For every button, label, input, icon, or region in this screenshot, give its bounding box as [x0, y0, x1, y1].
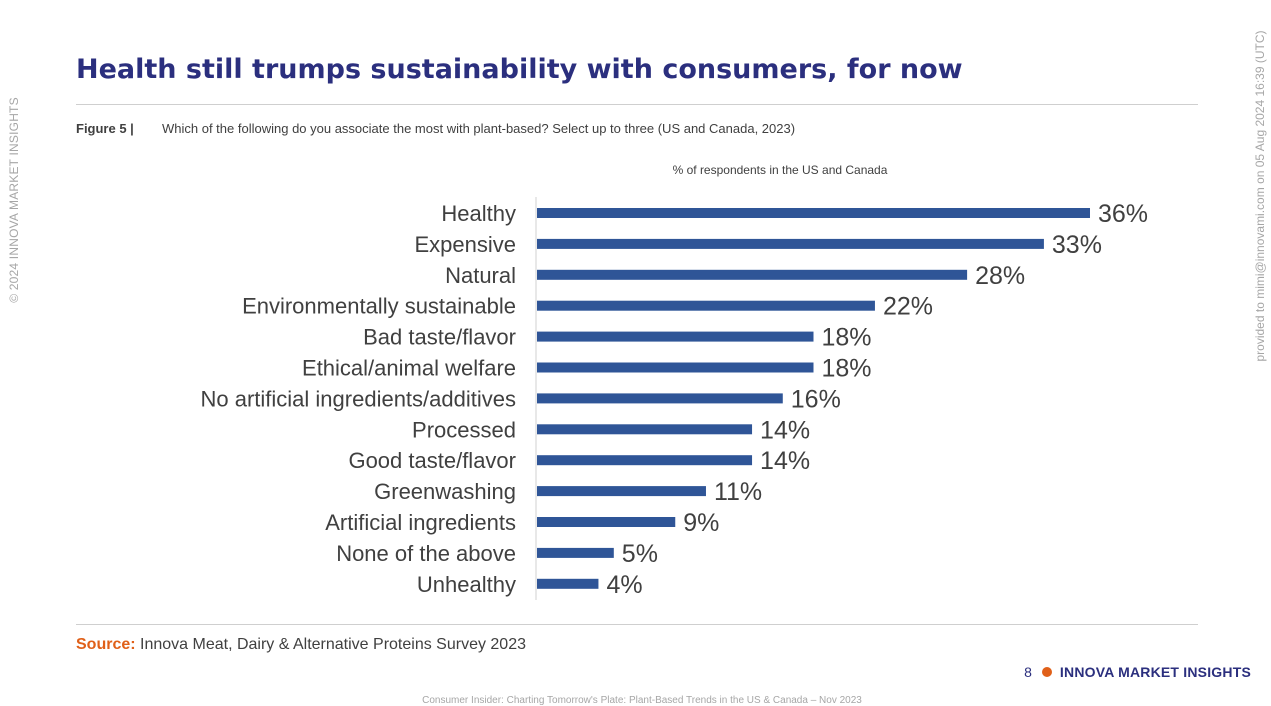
- bar: [537, 486, 706, 497]
- category-label: None of the above: [336, 541, 516, 566]
- brand-dot-icon: [1041, 667, 1052, 677]
- data-label: 18%: [822, 355, 872, 383]
- bar: [537, 300, 875, 311]
- bar: [537, 269, 968, 280]
- bar: [537, 547, 614, 558]
- report-title: Consumer Insider: Charting Tomorrow's Pl…: [422, 695, 862, 706]
- bar: [537, 393, 783, 404]
- data-label: 14%: [760, 447, 810, 475]
- category-label: Bad taste/flavor: [363, 325, 516, 350]
- source-label: Source:: [76, 636, 136, 653]
- data-label: 14%: [760, 416, 810, 444]
- category-label: Ethical/animal welfare: [302, 356, 516, 381]
- brand-name: INNOVA MARKET INSIGHTS: [1059, 664, 1251, 680]
- category-label: Unhealthy: [417, 572, 516, 597]
- source-divider: [76, 624, 1198, 625]
- category-label: Greenwashing: [374, 479, 516, 504]
- page-number: 8: [1024, 664, 1032, 680]
- category-label: Artificial ingredients: [325, 510, 516, 535]
- category-label: Healthy: [441, 201, 516, 226]
- bar: [537, 517, 676, 527]
- category-label: Natural: [445, 263, 516, 288]
- data-label: 28%: [975, 262, 1025, 290]
- footer-brand-block: 8 INNOVA MARKET INSIGHTS: [1024, 664, 1251, 680]
- bar: [537, 331, 814, 342]
- bar: [537, 362, 814, 373]
- category-label: Expensive: [414, 232, 516, 257]
- bar: [537, 424, 753, 435]
- page-title: Health still trumps sustainability with …: [76, 54, 963, 85]
- category-label: Good taste/flavor: [348, 448, 516, 473]
- bar: [537, 455, 753, 466]
- title-divider: [76, 104, 1198, 105]
- data-label: 16%: [791, 385, 841, 413]
- category-label: No artificial ingredients/additives: [201, 386, 517, 411]
- figure-label: Figure 5 |: [76, 121, 134, 136]
- data-label: 22%: [883, 293, 933, 321]
- figure-caption: Which of the following do you associate …: [162, 121, 796, 136]
- chart-title: % of respondents in the US and Canada: [672, 163, 888, 177]
- source-note: Source: Innova Meat, Dairy & Alternative…: [76, 636, 526, 654]
- bar: [537, 578, 599, 589]
- category-label: Processed: [412, 417, 516, 442]
- data-label: 11%: [714, 478, 762, 506]
- bar: [537, 208, 1090, 218]
- source-text: Innova Meat, Dairy & Alternative Protein…: [135, 636, 526, 653]
- data-label: 4%: [606, 571, 642, 599]
- data-label: 9%: [683, 509, 719, 537]
- category-label: Environmentally sustainable: [242, 294, 516, 319]
- data-label: 36%: [1098, 200, 1148, 228]
- bar: [537, 238, 1044, 249]
- data-label: 5%: [622, 540, 658, 568]
- data-label: 18%: [822, 324, 872, 352]
- data-label: 33%: [1052, 231, 1102, 259]
